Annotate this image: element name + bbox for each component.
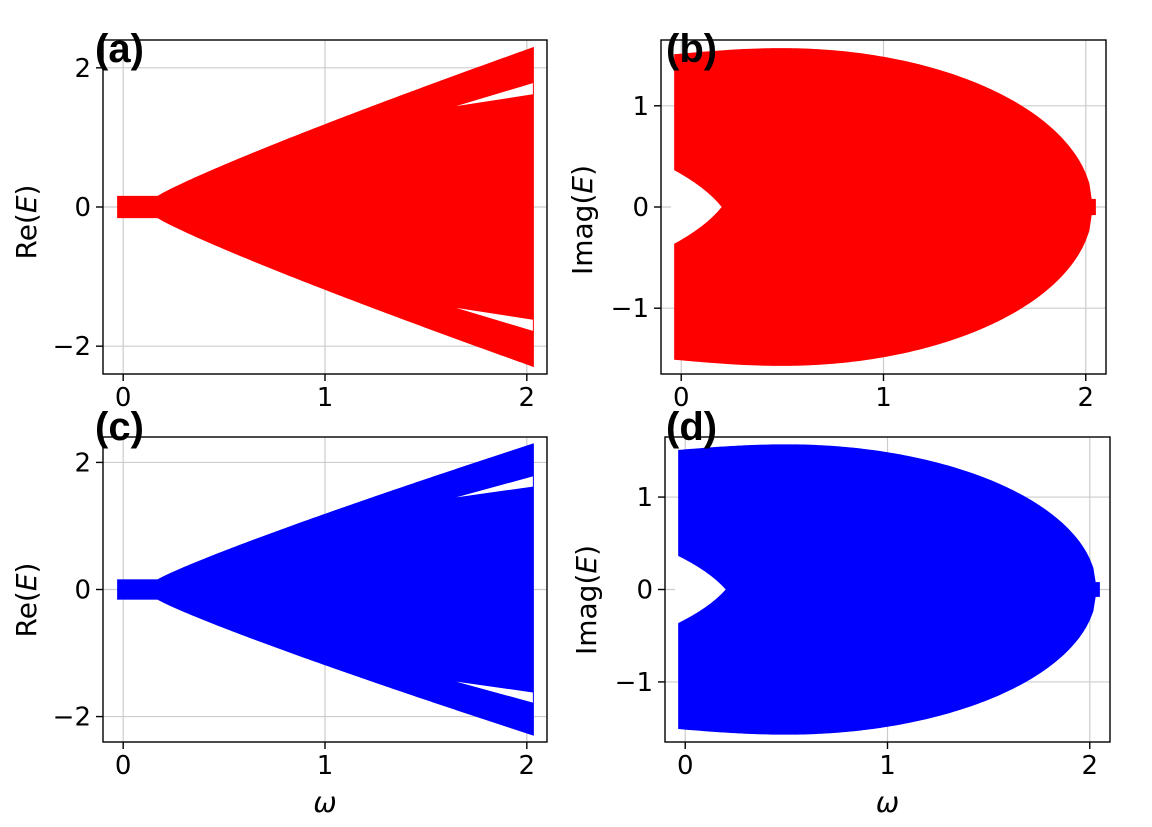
y-tick-label: 0 (74, 193, 91, 223)
spectrum-notch (675, 554, 726, 625)
x-tick-label: 1 (879, 751, 896, 781)
spectrum-band (678, 444, 1097, 735)
y-tick-label: 0 (636, 576, 653, 606)
x-axis-label: ω (876, 786, 899, 819)
spectrum-region (117, 443, 534, 736)
x-tick-label: 0 (115, 751, 132, 781)
y-tick-label: −1 (615, 668, 653, 698)
panel-c: 0 1 2−202(c)Re(E)ω (10, 405, 548, 819)
y-tick-label: 0 (74, 576, 91, 606)
spectrum-region (675, 444, 1100, 735)
y-axis-label: Re(E) (10, 185, 43, 260)
x-tick-label: 1 (875, 383, 892, 413)
y-axis-label: Imag(E) (570, 545, 603, 655)
panel-d: 0 1 2 −1 0 1 (d) Imag(E) ω (570, 405, 1111, 819)
spectrum-tip (1085, 198, 1096, 216)
spectrum-band (674, 48, 1093, 366)
x-tick-label: 2 (1077, 383, 1094, 413)
panel-b: 0 1 2 −1 0 1 (b) Imag(E) (566, 27, 1107, 413)
band-gap-upper (456, 83, 533, 107)
x-tick-label: 1 (317, 751, 334, 781)
y-tick-label: 1 (632, 92, 649, 122)
panel-label: (a) (95, 27, 144, 71)
x-tick-label: 2 (519, 751, 536, 781)
y-axis-label: Imag(E) (566, 165, 599, 275)
x-tick-label: 0 (673, 383, 690, 413)
spectrum-band (122, 46, 534, 368)
x-tick-label: 0 (115, 383, 132, 413)
x-tick-label: 2 (519, 383, 536, 413)
panel-label: (b) (666, 27, 717, 71)
x-tick-label: 1 (317, 383, 334, 413)
spectrum-stub (117, 579, 164, 600)
panel-label: (d) (666, 405, 717, 449)
spectrum-notch (671, 168, 722, 246)
x-axis-label: ω (313, 786, 336, 819)
band-gap-upper (456, 476, 533, 498)
y-tick-label: −1 (611, 294, 649, 324)
panel-label: (c) (95, 405, 144, 449)
x-tick-label: 2 (1081, 751, 1098, 781)
y-tick-label: 2 (74, 448, 91, 478)
y-tick-label: 1 (636, 483, 653, 513)
band-gap-lower (456, 307, 533, 331)
spectrum-band (122, 443, 534, 736)
panel-a: 0 1 2−202 (a)Re(E) (10, 27, 548, 413)
spectrum-region (671, 48, 1096, 366)
x-tick-label: 0 (677, 751, 694, 781)
y-axis-label: Re(E) (10, 563, 43, 638)
y-tick-label: 0 (632, 193, 649, 223)
spectrum-region (117, 46, 534, 368)
band-gap-lower (456, 681, 533, 703)
y-tick-label: 2 (74, 54, 91, 84)
spectrum-stub (117, 195, 164, 219)
y-tick-label: −2 (53, 703, 91, 733)
y-tick-label: −2 (53, 332, 91, 362)
spectrum-tip (1089, 582, 1100, 597)
